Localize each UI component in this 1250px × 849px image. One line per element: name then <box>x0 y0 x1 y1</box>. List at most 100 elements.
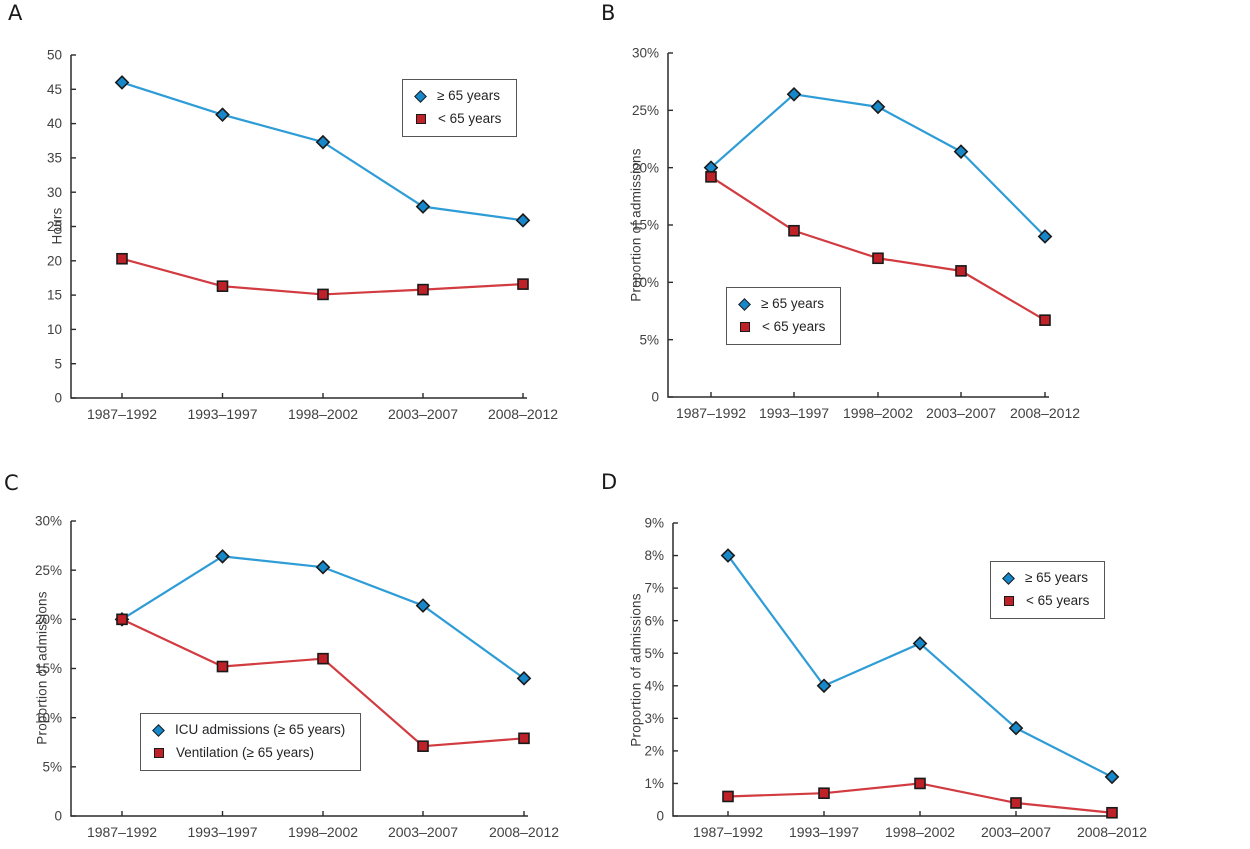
legend-label: < 65 years <box>762 318 826 334</box>
y-tick-label: 15% <box>632 218 659 233</box>
y-tick-label: 8% <box>644 548 664 563</box>
y-axis-title-d: Proportion of admissions <box>628 593 644 747</box>
y-tick-label: 15 <box>47 288 62 303</box>
data-point-marker <box>517 278 529 290</box>
legend-label: Ventilation (≥ 65 years) <box>176 744 314 760</box>
legend-c: ICU admissions (≥ 65 years) Ventilation … <box>140 713 362 771</box>
x-tick-label: 1987–1992 <box>87 824 157 840</box>
y-tick-label: 35 <box>47 151 62 166</box>
data-point-marker <box>720 548 736 563</box>
legend-label: < 65 years <box>438 110 502 126</box>
data-point-marker <box>216 660 229 673</box>
data-point-marker <box>722 790 734 803</box>
x-tick-label: 1987–1992 <box>676 405 746 421</box>
x-tick-label: 1993–1997 <box>789 824 859 840</box>
y-tick-label: 25 <box>47 219 62 234</box>
data-point-marker <box>116 613 128 626</box>
y-tick-label: 20% <box>35 612 62 627</box>
data-point-marker <box>417 740 429 752</box>
panel-label-a: A <box>8 1 23 25</box>
data-point-marker <box>1039 314 1051 326</box>
x-tick-label: 1998–2002 <box>885 824 955 840</box>
data-point-marker <box>215 549 230 564</box>
data-point-marker <box>516 671 532 686</box>
y-tick-label: 10% <box>632 275 659 290</box>
y-tick-label: 5% <box>639 332 659 347</box>
data-point-marker <box>1106 806 1118 819</box>
data-point-marker <box>415 598 431 613</box>
axis: 0 1% 2% 3% 4% 5% 6% 7% 8% 9% 1987–1992 1993–1997 199… <box>644 516 1147 840</box>
data-point-marker <box>317 288 329 301</box>
y-tick-label: 7% <box>644 581 664 596</box>
y-tick-label: 50 <box>47 48 62 63</box>
panel-label-d: D <box>601 470 618 494</box>
legend-entry: ICU admissions (≥ 65 years) <box>152 722 346 738</box>
data-point-marker <box>315 134 331 150</box>
square-marker-icon <box>740 322 750 333</box>
y-tick-label: 25% <box>35 563 62 578</box>
legend-b: ≥ 65 years < 65 years <box>726 287 842 345</box>
x-tick-label: 1993–1997 <box>759 405 829 421</box>
x-tick-label: 2003–2007 <box>981 824 1051 840</box>
x-tick-label: 2008–2012 <box>488 406 558 422</box>
y-tick-label: 10% <box>35 710 62 725</box>
legend-a: ≥ 65 years < 65 years <box>402 79 518 137</box>
data-point-marker <box>1104 769 1120 785</box>
legend-entry: < 65 years <box>414 110 502 127</box>
panel-label-c: C <box>4 471 19 495</box>
panel-c: 0 5% 10% 15% 20% 25% 30% 1987–1992 1993–1997 1998… <box>0 430 625 849</box>
axis: 0 5% 10% 15% 20% 25% 30% 1987–1992 1993–1997 1998… <box>35 514 559 840</box>
y-tick-label: 3% <box>644 711 664 726</box>
square-marker-icon <box>416 114 426 125</box>
panel-label-b: B <box>601 1 616 25</box>
data-point-marker <box>415 199 431 214</box>
series-markers <box>116 252 529 301</box>
series-markers <box>720 548 1120 785</box>
data-point-marker <box>216 280 229 292</box>
data-point-marker <box>116 252 128 265</box>
diamond-marker-icon <box>152 724 165 737</box>
series-markers <box>116 613 530 752</box>
y-tick-label: 20 <box>47 253 62 268</box>
data-point-marker <box>912 636 928 651</box>
axis: 0 5% 10% 15% 20% 25% 30% 1987–1992 1993–1997 1998… <box>632 46 1080 421</box>
diamond-marker-icon <box>738 298 751 311</box>
y-tick-label: 4% <box>644 678 664 693</box>
y-tick-label: 9% <box>644 516 664 531</box>
x-tick-label: 2008–2012 <box>489 824 559 840</box>
y-tick-label: 1% <box>644 776 664 791</box>
legend-label: ICU admissions (≥ 65 years) <box>175 722 346 737</box>
data-point-marker <box>1008 720 1024 736</box>
data-point-marker <box>786 86 802 102</box>
x-tick-label: 1998–2002 <box>843 405 913 421</box>
y-tick-label: 0 <box>656 809 664 824</box>
x-tick-label: 2003–2007 <box>926 405 996 421</box>
legend-d: ≥ 65 years < 65 years <box>990 561 1106 619</box>
x-tick-label: 1993–1997 <box>187 406 257 422</box>
y-axis-title-c: Proportion of admissions <box>34 591 50 745</box>
legend-entry: ≥ 65 years <box>1002 570 1089 586</box>
legend-entry: Ventilation (≥ 65 years) <box>152 744 345 761</box>
legend-entry: ≥ 65 years <box>414 88 501 104</box>
y-tick-label: 20% <box>632 160 659 175</box>
legend-entry: ≥ 65 years <box>738 296 825 312</box>
data-point-marker <box>518 732 530 745</box>
x-tick-label: 2008–2012 <box>1010 405 1080 421</box>
data-point-marker <box>1037 229 1053 244</box>
square-marker-icon <box>1004 596 1014 607</box>
y-tick-label: 6% <box>644 613 664 628</box>
series-markers <box>722 777 1118 819</box>
legend-label: ≥ 65 years <box>1025 570 1088 585</box>
data-point-marker <box>818 787 830 800</box>
data-point-marker <box>114 75 130 90</box>
y-tick-label: 25% <box>632 103 659 118</box>
legend-label: ≥ 65 years <box>437 88 500 103</box>
axis: 0 5 10 15 20 25 30 35 40 45 50 1987–1992 1993–1997 19… <box>47 48 558 422</box>
y-tick-label: 30% <box>632 46 659 61</box>
data-point-marker <box>953 144 969 159</box>
data-point-marker <box>872 252 884 265</box>
series-markers <box>114 75 531 228</box>
data-point-marker <box>914 777 926 790</box>
diamond-marker-icon <box>414 90 427 103</box>
